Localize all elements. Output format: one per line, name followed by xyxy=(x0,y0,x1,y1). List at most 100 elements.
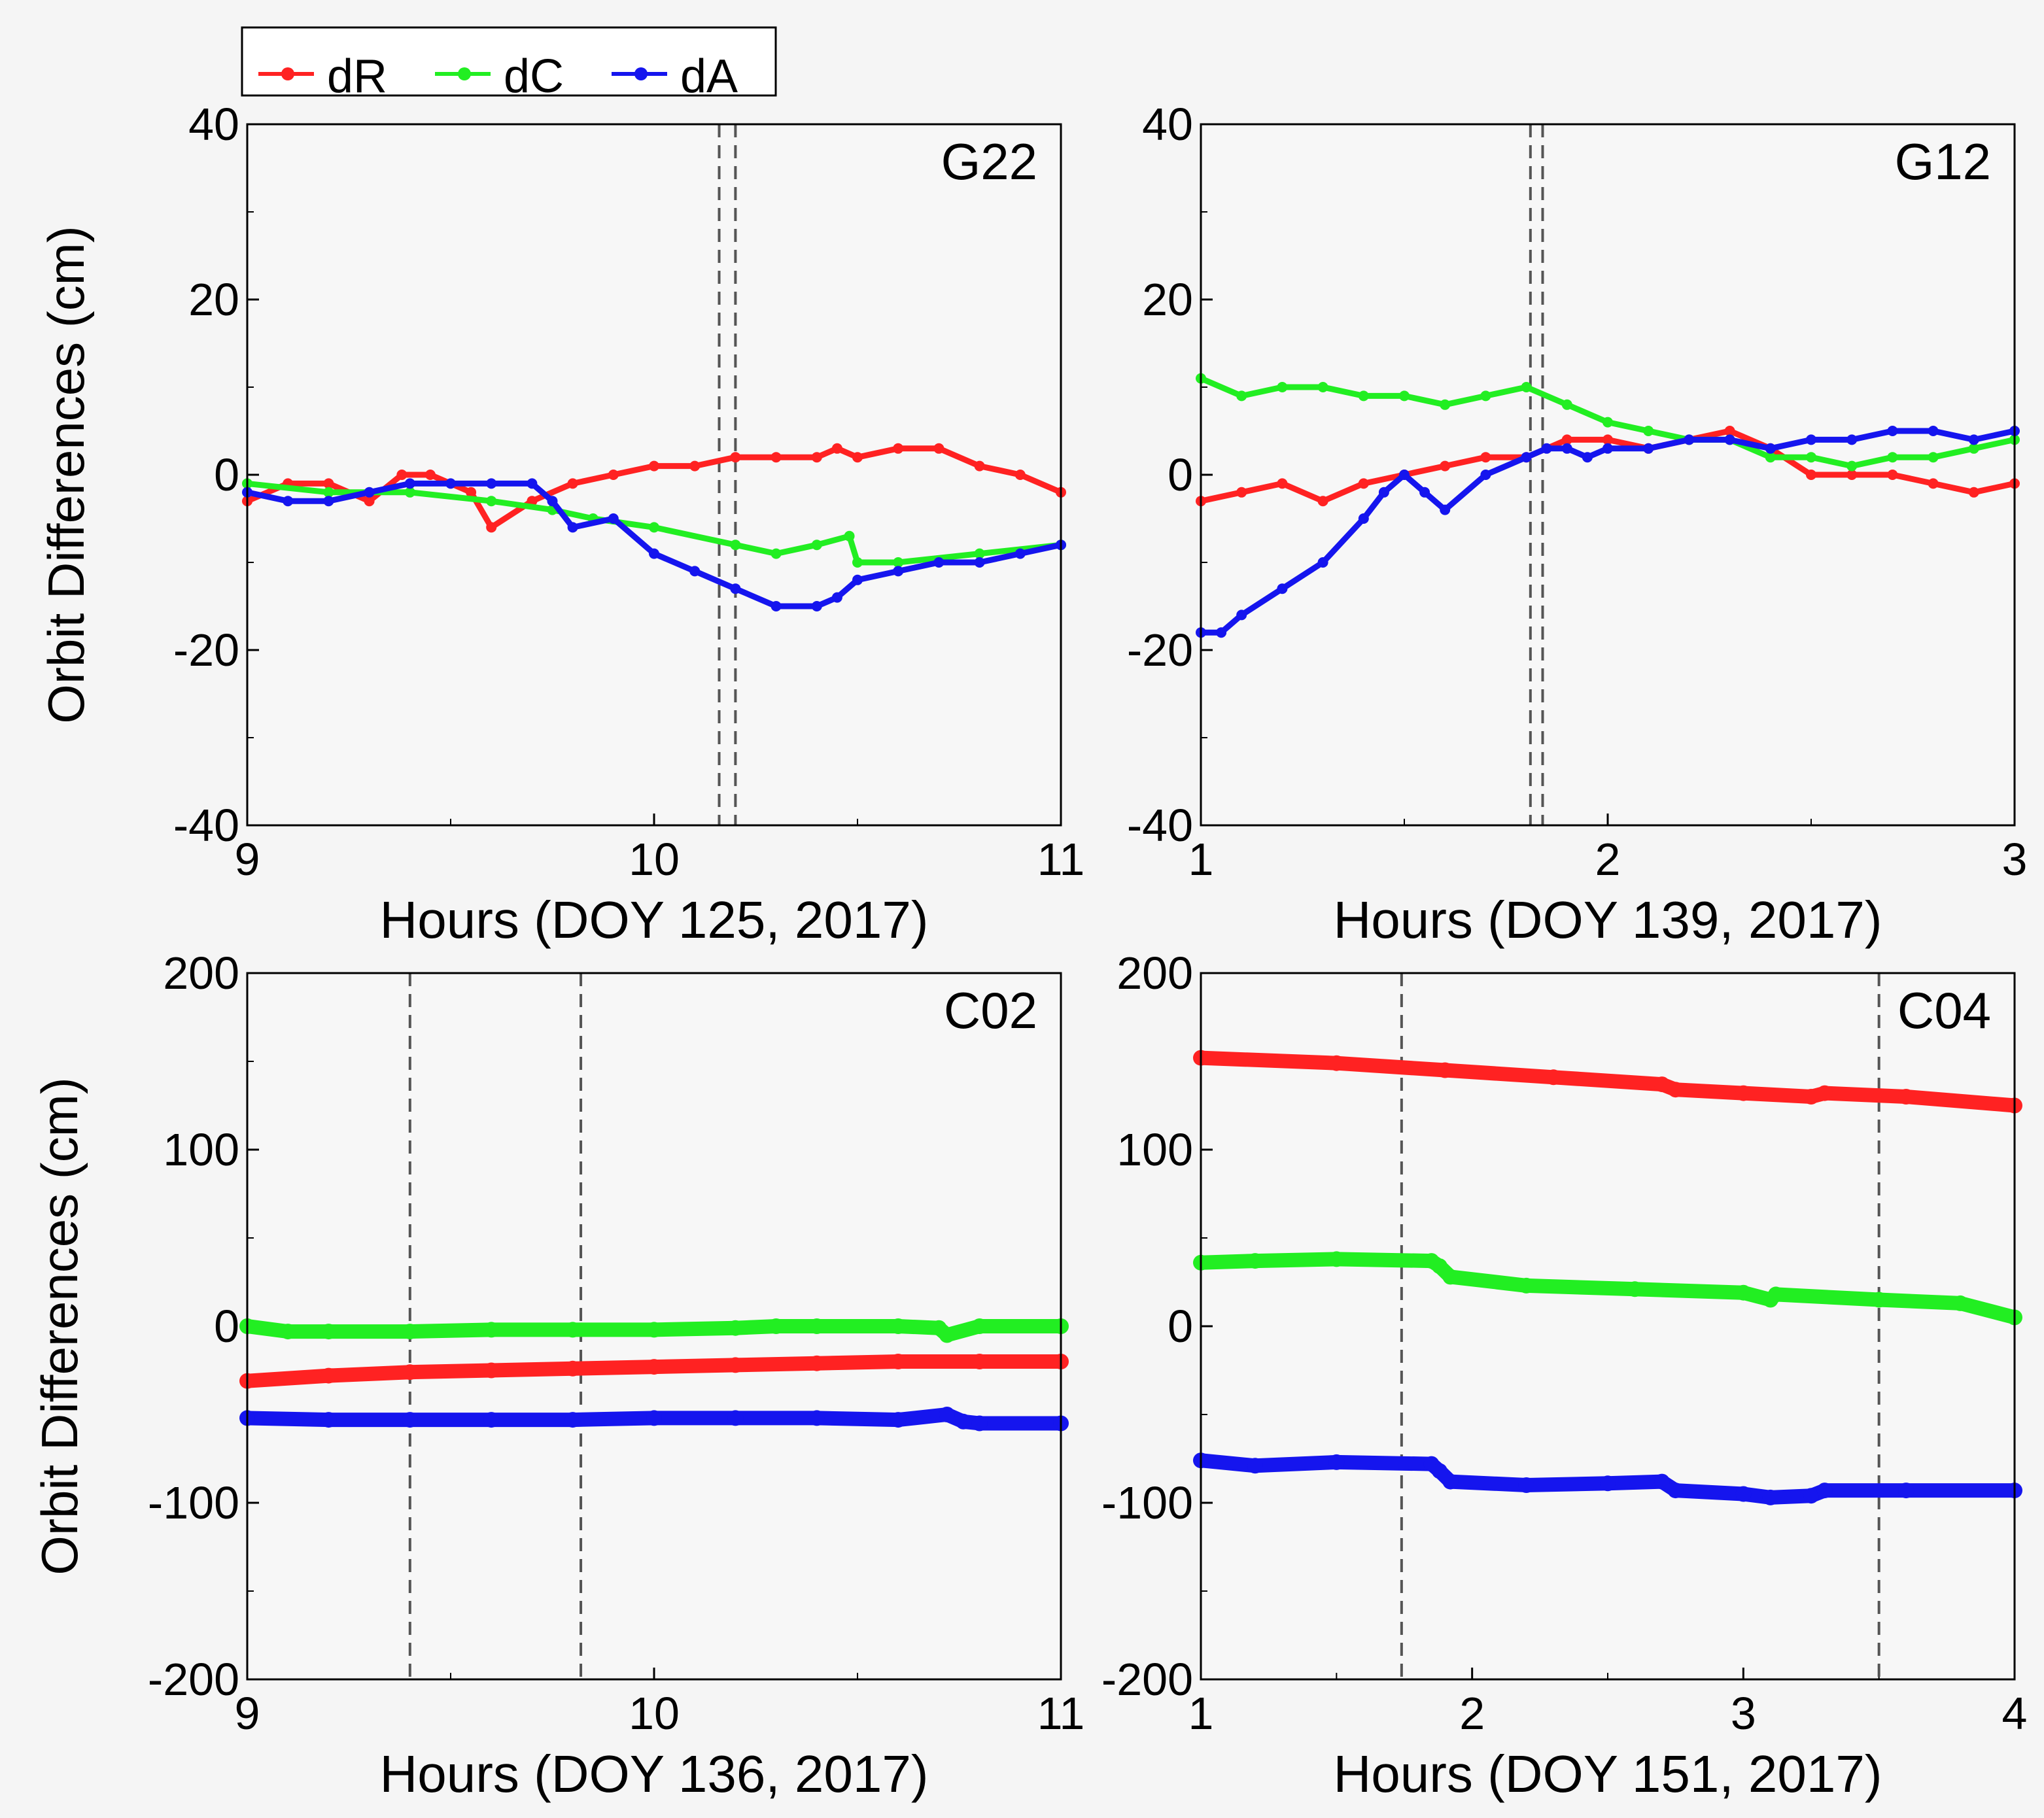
data-point-dA xyxy=(811,601,822,611)
data-point-dC xyxy=(323,487,334,498)
data-point-dC xyxy=(1952,1295,1969,1311)
data-point-dC xyxy=(811,540,822,551)
data-point-dA xyxy=(1765,443,1776,454)
data-point-dA xyxy=(1561,443,1572,454)
data-point-dR xyxy=(1358,478,1369,489)
data-point-dA xyxy=(1803,1488,1819,1504)
data-point-dA xyxy=(727,1410,744,1426)
data-point-dA xyxy=(402,1412,418,1428)
panel-g12: -40 -20 0 20 40 1 2 3 G12 Hours (DOY 139, 2017) xyxy=(1127,99,2028,949)
data-point-dR xyxy=(1317,496,1328,507)
data-point-dR xyxy=(323,478,334,489)
data-point-dC xyxy=(1561,399,1572,410)
data-point-dC xyxy=(646,1322,662,1338)
panel-g22: -40 -20 0 20 40 9 10 11 G22 Hours (DOY 125, 2017)… xyxy=(37,99,1084,949)
y-tick-label: -20 xyxy=(173,625,239,676)
data-point-dA xyxy=(486,478,497,489)
data-point-dR xyxy=(831,443,842,454)
data-point-dR xyxy=(1561,434,1572,445)
y-axis-label: Orbit Differences (cm) xyxy=(37,226,95,723)
x-tick-label: 11 xyxy=(1037,834,1085,885)
x-tick-label: 4 xyxy=(2002,1688,2028,1739)
plot-frame xyxy=(1200,123,2016,827)
y-tick-label: 40 xyxy=(1142,99,1193,150)
data-point-dC xyxy=(1518,1277,1534,1294)
data-point-dA xyxy=(1654,1473,1670,1490)
data-point-dR xyxy=(1602,434,1613,445)
data-point-dC xyxy=(1602,417,1613,428)
data-point-dA xyxy=(1480,470,1491,480)
data-point-dR xyxy=(1437,1062,1453,1078)
data-point-dR xyxy=(483,1362,500,1379)
data-point-dR xyxy=(424,470,436,480)
data-point-dR xyxy=(466,487,477,498)
y-tick-label: 20 xyxy=(1142,274,1193,325)
data-point-dC xyxy=(730,540,741,551)
data-point-dA xyxy=(1806,434,1816,445)
data-point-dR xyxy=(890,1354,907,1369)
data-point-dR xyxy=(689,460,701,472)
data-point-dR xyxy=(808,1355,825,1371)
panel-title: G22 xyxy=(941,133,1037,190)
data-point-dA xyxy=(1667,1483,1684,1499)
data-point-dC xyxy=(844,530,855,541)
data-point-dA xyxy=(649,548,659,559)
data-point-dC xyxy=(1277,382,1288,392)
data-point-dC xyxy=(1328,1251,1345,1267)
data-point-dR xyxy=(893,443,904,454)
data-point-dA xyxy=(1431,1463,1447,1479)
data-point-dC xyxy=(486,496,497,507)
data-point-dC xyxy=(1968,443,1979,454)
data-point-dA xyxy=(404,478,415,489)
data-point-dC xyxy=(1399,390,1410,402)
panel-c02: -200 -100 0 100 200 9 10 11 C02 Hours (DOY 136, 2… xyxy=(31,948,1084,1803)
data-point-dC xyxy=(320,1324,337,1340)
data-point-dR xyxy=(1887,470,1898,480)
x-axis-label: Hours (DOY 151, 2017) xyxy=(1334,1745,1882,1803)
y-tick-label: -40 xyxy=(173,800,239,851)
series-line-dC xyxy=(1194,1252,2022,1325)
data-point-dA xyxy=(1277,583,1288,594)
data-point-dC xyxy=(890,1318,907,1334)
x-tick-label: 1 xyxy=(1188,834,1214,885)
data-point-dA xyxy=(1887,426,1898,436)
data-point-dC xyxy=(727,1320,744,1336)
data-point-dC xyxy=(971,1318,988,1334)
data-point-dA xyxy=(831,592,842,603)
data-point-dA xyxy=(955,1413,971,1430)
legend-entry-dC: dC xyxy=(435,50,564,103)
data-point-dR xyxy=(1968,487,1979,498)
y-axis-label: Orbit Differences (cm) xyxy=(31,1077,88,1575)
data-point-dA xyxy=(1247,1458,1263,1474)
data-point-dR xyxy=(727,1357,744,1373)
data-point-dC xyxy=(1627,1281,1643,1297)
data-point-dA xyxy=(1602,443,1613,454)
data-point-dA xyxy=(1600,1475,1616,1492)
data-point-dR xyxy=(486,522,497,533)
data-point-dC xyxy=(1765,452,1776,463)
data-point-dA xyxy=(1521,452,1532,463)
data-point-dC xyxy=(1643,426,1654,436)
data-point-dA xyxy=(852,574,863,585)
data-point-dR xyxy=(1735,1085,1752,1101)
data-point-dR xyxy=(933,443,944,454)
y-tick-label: 40 xyxy=(188,99,239,150)
data-point-dC xyxy=(852,557,863,568)
data-point-dR xyxy=(771,452,782,463)
data-point-dA xyxy=(689,566,701,577)
data-point-dR xyxy=(1014,470,1026,480)
data-point-dA xyxy=(1328,1454,1345,1470)
y-tick-label: -40 xyxy=(1127,800,1193,851)
data-point-dA xyxy=(974,557,985,568)
data-point-dC xyxy=(1440,399,1451,410)
y-tick-label: 20 xyxy=(188,274,239,325)
data-point-dA xyxy=(1735,1486,1752,1502)
legend-label-dC: dC xyxy=(504,50,564,103)
data-point-dA xyxy=(608,513,619,524)
data-point-dA xyxy=(1518,1477,1534,1493)
data-point-dA xyxy=(1684,434,1695,445)
data-point-dC xyxy=(404,487,415,498)
data-point-dR xyxy=(1328,1055,1345,1071)
data-point-dR xyxy=(1928,478,1939,489)
